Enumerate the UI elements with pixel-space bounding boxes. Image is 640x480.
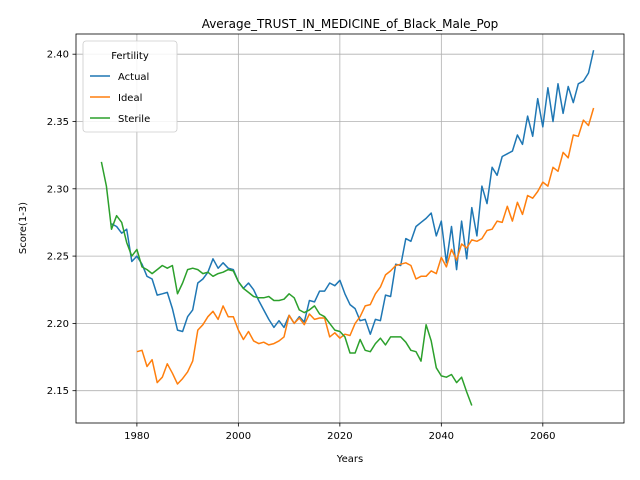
legend-items: Actual Ideal Sterile	[90, 72, 150, 125]
y-tick-label: 2.15	[47, 386, 69, 397]
y-axis-title: Score(1-3)	[18, 202, 29, 254]
x-tick-label: 2020	[327, 431, 352, 442]
x-tick-label: 2040	[429, 431, 454, 442]
y-tick-label: 2.40	[47, 50, 69, 61]
x-tick-label: 2060	[530, 431, 555, 442]
plot-frame	[75, 33, 625, 424]
legend: Fertility Actual Ideal Sterile	[82, 40, 178, 133]
grid	[76, 34, 624, 423]
x-tick-label: 1980	[124, 431, 149, 442]
legend-label-actual: Actual	[118, 72, 149, 83]
legend-label-sterile: Sterile	[118, 114, 150, 125]
legend-title: Fertility	[111, 51, 149, 62]
chart-title: Average_TRUST_IN_MEDICINE_of_Black_Male_…	[202, 17, 499, 31]
legend-box	[82, 40, 178, 133]
y-tick-label: 2.25	[47, 252, 69, 263]
legend-label-ideal: Ideal	[118, 93, 142, 104]
series-line-sterile	[100, 161, 473, 406]
y-tick-label: 2.30	[47, 184, 69, 195]
x-tick-label: 2000	[226, 431, 251, 442]
x-axis-title: Years	[336, 454, 363, 465]
y-tick-label: 2.20	[47, 319, 69, 330]
series-lines	[100, 50, 595, 406]
y-tick-label: 2.35	[47, 117, 69, 128]
series-line-ideal	[136, 107, 595, 385]
axis-ticks: 1980 2000 2020 2040 2060 2.15 2.20 2.25 2.30 2.35…	[47, 50, 556, 442]
series-line-actual	[111, 50, 595, 335]
